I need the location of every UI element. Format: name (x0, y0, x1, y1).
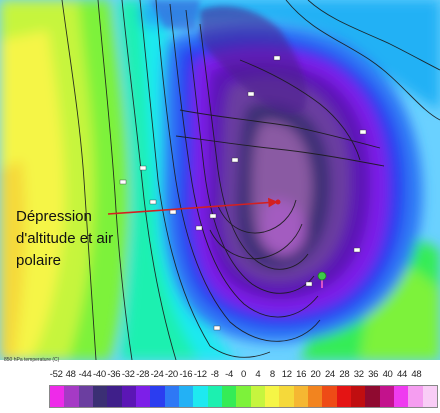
legend-label: 8 (269, 369, 275, 380)
legend-label: -28 (136, 369, 150, 380)
legend-label: 0 (241, 369, 246, 380)
legend-swatch (279, 386, 294, 407)
color-scale-bar (49, 385, 438, 408)
legend-swatch (50, 386, 65, 407)
legend-swatch (78, 386, 93, 407)
legend-swatch (422, 386, 437, 407)
legend-label: 48 (65, 369, 76, 380)
legend-swatch (250, 386, 265, 407)
legend-swatch (150, 386, 165, 407)
legend-label: 20 (310, 369, 321, 380)
legend-label: 16 (296, 369, 307, 380)
temperature-map (0, 0, 440, 360)
temperature-field (0, 0, 440, 360)
legend-label: 40 (382, 369, 393, 380)
caption-line-3: polaire (16, 252, 62, 269)
legend-label: 36 (368, 369, 379, 380)
legend-swatch (307, 386, 323, 407)
legend-label: -16 (179, 369, 193, 380)
legend-label: 44 (396, 369, 407, 380)
location-marker (317, 271, 327, 288)
legend-swatch (264, 386, 280, 407)
legend-swatch (293, 386, 308, 407)
legend-swatch (236, 386, 251, 407)
legend-label: 32 (353, 369, 364, 380)
legend-swatch (193, 386, 208, 407)
legend-swatch (178, 386, 194, 407)
legend-label: -12 (193, 369, 207, 380)
legend-labels: -52 48 -44 -40 -36 -32 -28 -24 -20 -16 -12 -8 -4 0 4 8 1… (42, 369, 440, 381)
legend-swatch (92, 386, 108, 407)
legend-swatch (393, 386, 409, 407)
legend-label: -36 (107, 369, 121, 380)
legend-label: -20 (165, 369, 178, 380)
caption-line-1: Dépression (16, 208, 92, 225)
annotation-arrow-tip (275, 199, 281, 205)
legend-label: 24 (324, 369, 335, 380)
legend-label: 28 (339, 369, 350, 380)
legend-label: -32 (121, 369, 135, 380)
legend-swatch (408, 386, 423, 407)
legend-label: -44 (78, 369, 92, 380)
map-footer-label: 850 hPa temperature (C) (4, 357, 60, 363)
legend-label: -52 (49, 369, 63, 380)
legend-swatch (64, 386, 79, 407)
legend-swatch (336, 386, 351, 407)
legend-swatch (365, 386, 380, 407)
legend-swatch (322, 386, 337, 407)
legend-label: -40 (93, 369, 106, 380)
legend-swatch (135, 386, 151, 407)
isobars (61, 0, 440, 360)
annotation-arrow (107, 197, 278, 215)
legend-swatch (379, 386, 394, 407)
legend-label: 12 (281, 369, 292, 380)
legend-label: 4 (255, 369, 261, 380)
legend-swatch (107, 386, 122, 407)
legend-swatch (350, 386, 366, 407)
legend-swatch (207, 386, 222, 407)
caption-line-2: d'altitude et air (16, 230, 114, 247)
legend-label: 48 (411, 369, 422, 380)
legend-label: -24 (150, 369, 164, 380)
legend-label: -4 (225, 369, 234, 380)
legend-swatch (221, 386, 237, 407)
contour-labels (119, 55, 367, 331)
legend-label: -8 (210, 369, 219, 380)
legend-swatch (121, 386, 136, 407)
legend-swatch (164, 386, 179, 407)
